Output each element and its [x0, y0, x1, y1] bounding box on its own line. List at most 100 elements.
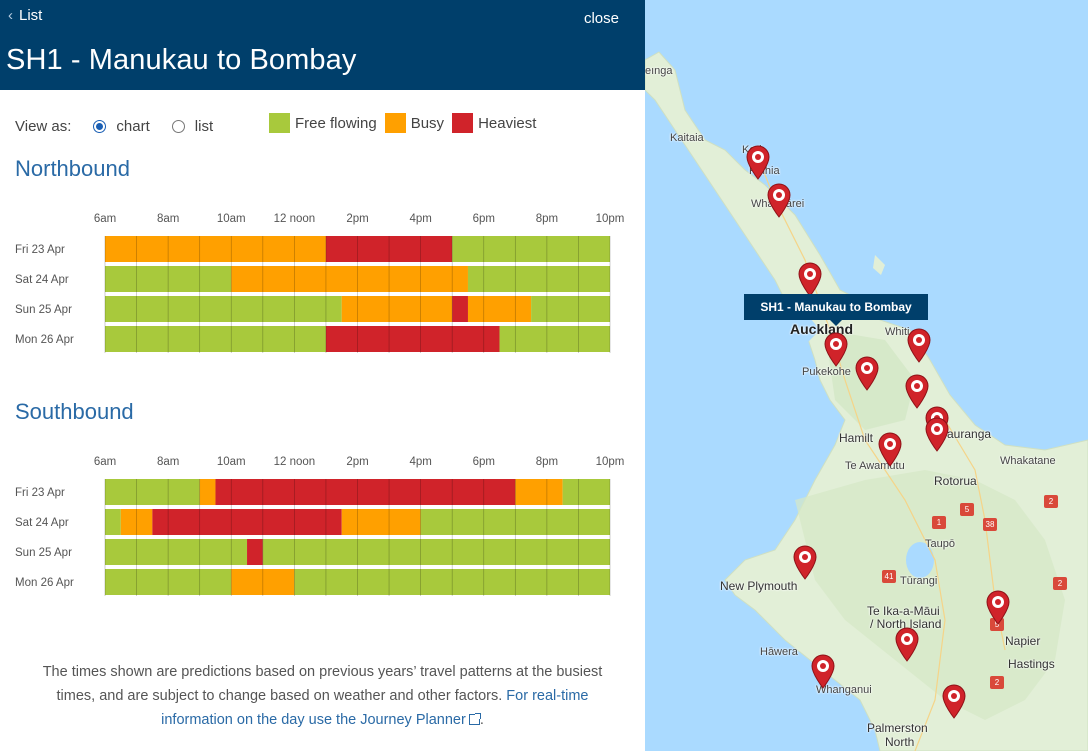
- northbound-segment-free: [499, 326, 610, 352]
- southbound-segment-heaviest: [215, 479, 516, 505]
- map-label-rotorua: Rotorua: [934, 474, 977, 488]
- legend-heaviest-label: Heaviest: [478, 114, 537, 132]
- southbound-segment-heaviest: [152, 509, 342, 535]
- northbound-tick-label: 12 noon: [274, 213, 316, 225]
- journey-planner-link[interactable]: For real-time information on the day use…: [161, 688, 588, 728]
- northbound-tick-label: 4pm: [409, 213, 431, 225]
- northbound-tick-label: 10pm: [596, 213, 625, 225]
- map-tooltip: SH1 - Manukau to Bombay: [744, 294, 928, 326]
- map-marker-icon[interactable]: [796, 261, 824, 297]
- map-marker-icon[interactable]: [744, 144, 772, 180]
- map-marker-icon[interactable]: [765, 182, 793, 218]
- close-button[interactable]: close: [583, 10, 619, 27]
- southbound-segment-free: [105, 479, 200, 505]
- southbound-segment-busy: [120, 509, 153, 535]
- southbound-chart: 6am 8am 10am 12 noon 2pm 4pm 6pm 8pm 10pm Fri 23 …: [0, 448, 645, 603]
- legend-busy: Busy: [384, 113, 444, 133]
- back-to-list-link[interactable]: ‹ List: [8, 7, 42, 24]
- map-label-north-island: / North Island: [870, 617, 942, 631]
- southbound-day-label: Sun 25 Apr: [15, 547, 72, 559]
- footer-text: The times shown are predictions based on…: [42, 664, 603, 704]
- map-label-kaitaia: Kaitaia: [670, 132, 704, 144]
- map-label-whanganui: Whanganui: [816, 684, 872, 696]
- map-label-palmerston: Palmerston: [867, 721, 928, 735]
- southbound-tick-label: 6am: [94, 456, 116, 468]
- southbound-tick-label: 6pm: [473, 456, 495, 468]
- road-badge-1: 1: [932, 516, 946, 529]
- northbound-day-label: Fri 23 Apr: [15, 244, 65, 256]
- southbound-day-label: Fri 23 Apr: [15, 487, 65, 499]
- page-title: SH1 - Manukau to Bombay: [6, 44, 357, 76]
- legend-free-label: Free flowing: [295, 114, 377, 132]
- map-label-hawera: Hāwera: [760, 646, 798, 658]
- chevron-left-icon: ‹: [8, 7, 13, 24]
- northbound-tick-label: 6am: [94, 213, 116, 225]
- map-view[interactable]: eınga Kaitaia Keri Paihia Whangārei Auck…: [645, 0, 1088, 751]
- map-marker-icon[interactable]: [822, 331, 850, 367]
- road-badge-41: 41: [882, 570, 896, 583]
- southbound-day-label: Mon 26 Apr: [15, 577, 74, 589]
- northbound-day-label: Mon 26 Apr: [15, 334, 74, 346]
- northbound-tick-label: 8pm: [536, 213, 558, 225]
- map-label-whitianga: Whiti: [885, 326, 910, 338]
- map-marker-icon[interactable]: [905, 327, 933, 363]
- map-label-turangi: Tūrangi: [900, 575, 938, 587]
- northbound-tick-label: 6pm: [473, 213, 495, 225]
- view-as-row: View as: chart list: [15, 116, 213, 136]
- northbound-segment-busy: [341, 296, 453, 322]
- northbound-day-label: Sun 25 Apr: [15, 304, 72, 316]
- southbound-tick-label: 8pm: [536, 456, 558, 468]
- southbound-segment-busy: [231, 569, 295, 595]
- external-link-icon: [468, 713, 481, 725]
- northbound-segment-free: [105, 296, 342, 322]
- map-marker-icon[interactable]: [893, 626, 921, 662]
- southbound-segment-free: [420, 509, 610, 535]
- map-label-palmerston-north: North: [885, 735, 915, 749]
- map-label-hastings: Hastings: [1008, 657, 1055, 671]
- legend-busy-swatch: [384, 113, 406, 133]
- map-label-whakatane: Whakatane: [1000, 455, 1056, 467]
- view-chart-label: chart: [116, 117, 150, 135]
- north-island-land: [645, 51, 1088, 751]
- road-badge-5: 5: [960, 503, 974, 516]
- map-label-tauranga: Tauranga: [941, 427, 992, 441]
- northbound-segment-heaviest: [325, 236, 453, 262]
- southbound-tick-label: 4pm: [409, 456, 431, 468]
- map-marker-icon[interactable]: [791, 544, 819, 580]
- southbound-segment-free: [562, 479, 610, 505]
- map-marker-icon[interactable]: [809, 653, 837, 689]
- southbound-title: Southbound: [15, 399, 134, 424]
- northbound-tick-label: 2pm: [346, 213, 368, 225]
- map-marker-icon[interactable]: [940, 683, 968, 719]
- legend-free-swatch: [269, 113, 290, 133]
- info-panel: ‹ List close SH1 - Manukau to Bombay Vie…: [0, 0, 645, 728]
- road-badge-2: 2: [1044, 495, 1058, 508]
- journey-planner-link-text: For real-time information on the day use…: [161, 688, 589, 728]
- northbound-day-label: Sat 24 Apr: [15, 274, 69, 286]
- traffic-legend: Free flowing Busy Heaviest: [269, 113, 544, 133]
- southbound-segment-busy: [341, 509, 421, 535]
- map-marker-icon[interactable]: [923, 416, 951, 452]
- map-marker-icon[interactable]: [853, 355, 881, 391]
- radio-chart-dot[interactable]: [93, 119, 107, 133]
- southbound-segment-free: [105, 509, 121, 535]
- back-label: List: [19, 7, 43, 24]
- view-list-radio[interactable]: list: [171, 118, 213, 135]
- southbound-segment-busy: [515, 479, 563, 505]
- map-marker-icon[interactable]: [876, 431, 904, 467]
- northbound-segment-busy: [467, 296, 532, 322]
- view-chart-radio[interactable]: chart: [93, 117, 150, 135]
- southbound-segment-free: [105, 569, 232, 595]
- footer-note: The times shown are predictions based on…: [42, 664, 603, 728]
- map-label-taupo: Taupō: [925, 538, 955, 550]
- map-marker-icon[interactable]: [984, 589, 1012, 625]
- northbound-title: Northbound: [15, 156, 130, 181]
- northbound-segment-free: [105, 266, 232, 292]
- northbound-tick-label: 8am: [157, 213, 179, 225]
- map-marker-icon[interactable]: [903, 373, 931, 409]
- northbound-chart-svg: 6am 8am 10am 12 noon 2pm 4pm 6pm 8pm 10pm Fri 23 …: [15, 213, 625, 353]
- southbound-segment-busy: [199, 479, 216, 505]
- northbound-chart: 6am 8am 10am 12 noon 2pm 4pm 6pm 8pm 10pm Fri 23 …: [0, 205, 645, 360]
- radio-list-dot[interactable]: [171, 119, 185, 133]
- northbound-segment-heaviest: [325, 326, 500, 352]
